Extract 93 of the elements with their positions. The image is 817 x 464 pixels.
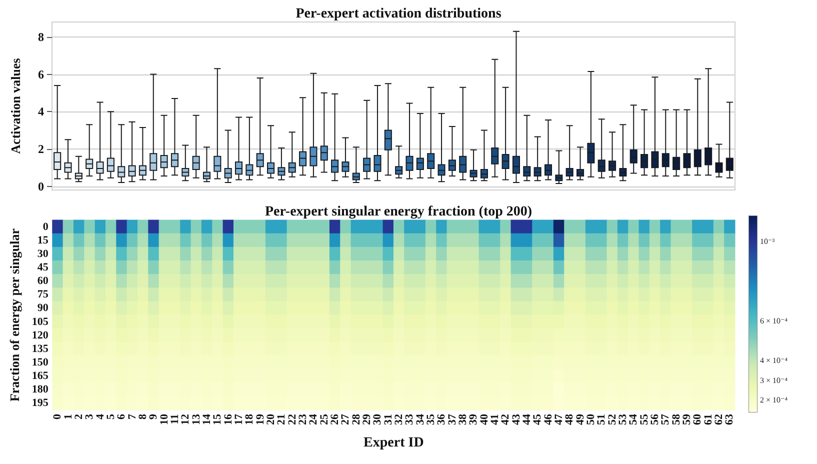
y-tick-label: 180 xyxy=(32,384,49,396)
x-tick-label: 49 xyxy=(574,414,586,425)
color-bar-label: 2 × 10⁻⁴ xyxy=(760,396,788,405)
x-tick-label: 60 xyxy=(692,414,704,425)
x-tick-label: 5 xyxy=(105,414,118,420)
x-tick-label: 26 xyxy=(329,414,342,425)
y-tick-label: 0 xyxy=(42,220,49,233)
x-tick-label: 12 xyxy=(180,414,192,425)
x-tick-label: 22 xyxy=(286,414,298,425)
y-tick-label: 60 xyxy=(37,275,49,288)
color-bar-label: 10⁻³ xyxy=(760,237,776,246)
x-tick-label: 14 xyxy=(201,414,214,425)
x-tick-label: 36 xyxy=(436,414,448,425)
x-tick-label: 50 xyxy=(585,414,598,425)
x-tick-label: 27 xyxy=(340,414,352,425)
x-tick-label: 23 xyxy=(297,414,310,425)
y-tick-label: 4 xyxy=(38,104,44,119)
x-tick-label: 30 xyxy=(372,414,384,425)
y-tick-label: 135 xyxy=(32,342,49,355)
x-tick-label: 9 xyxy=(148,414,160,420)
y-tick-label: 2 xyxy=(38,142,44,156)
y-tick-label: 8 xyxy=(38,30,44,44)
color-bar-label: 6 × 10⁻⁴ xyxy=(760,316,788,326)
x-tick-label: 61 xyxy=(702,414,714,425)
x-tick-label: 56 xyxy=(649,414,662,425)
color-bar-label: 3 × 10⁻⁴ xyxy=(760,376,788,385)
x-tick-label: 46 xyxy=(542,414,554,425)
x-tick-label: 28 xyxy=(350,414,362,425)
y-tick-label: 0 xyxy=(38,179,44,194)
x-tick-label: 21 xyxy=(276,414,288,425)
x-tick-label: 41 xyxy=(489,414,502,425)
y-tick-label: 6 xyxy=(38,67,44,82)
y-tick-label: 15 xyxy=(37,234,49,246)
x-tick-label: 54 xyxy=(628,414,640,425)
y-axis-title: Activation values xyxy=(8,58,23,154)
chart-title: Per-expert activation distributions xyxy=(296,6,502,22)
x-tick-label: 45 xyxy=(532,414,544,425)
x-tick-label: 11 xyxy=(169,414,182,424)
x-tick-label: 42 xyxy=(500,414,512,425)
x-tick-label: 58 xyxy=(670,414,682,425)
x-tick-label: 2 xyxy=(73,414,86,420)
y-tick-label: 75 xyxy=(37,288,49,301)
y-tick-label: 105 xyxy=(32,316,49,328)
y-tick-label: 30 xyxy=(37,248,49,260)
x-tick-label: 8 xyxy=(137,414,150,420)
x-tick-label: 20 xyxy=(265,414,278,425)
x-tick-label: 44 xyxy=(521,414,534,425)
x-tick-label: 34 xyxy=(414,414,426,425)
x-tick-label: 48 xyxy=(564,414,576,425)
x-tick-label: 55 xyxy=(638,414,650,425)
x-tick-label: 6 xyxy=(116,414,128,420)
x-axis-title: Expert ID xyxy=(364,436,424,450)
x-tick-label: 33 xyxy=(404,414,416,425)
x-tick-label: 39 xyxy=(468,414,480,425)
x-tick-label: 63 xyxy=(724,414,736,425)
y-axis-title: Fraction of energy per singular xyxy=(7,228,22,402)
x-tick-label: 35 xyxy=(425,414,438,425)
x-tick-label: 16 xyxy=(222,414,234,425)
x-tick-label: 52 xyxy=(606,414,618,425)
y-tick-label: 120 xyxy=(32,329,49,342)
x-tick-label: 31 xyxy=(382,414,394,425)
y-tick-label: 195 xyxy=(32,397,49,410)
x-tick-label: 19 xyxy=(254,414,266,425)
x-tick-label: 51 xyxy=(596,414,608,425)
chart-title: Per-expert singular energy fraction (top 200) xyxy=(264,204,532,220)
x-tick-label: 0 xyxy=(52,414,64,420)
x-tick-label: 4 xyxy=(94,414,106,420)
x-tick-label: 25 xyxy=(318,414,330,425)
x-tick-label: 38 xyxy=(457,414,470,425)
y-tick-label: 165 xyxy=(32,370,49,382)
x-tick-label: 43 xyxy=(510,414,522,425)
x-tick-label: 1 xyxy=(62,414,74,420)
y-tick-label: 90 xyxy=(37,302,49,314)
y-tick-label: 45 xyxy=(37,262,49,274)
x-tick-label: 62 xyxy=(713,414,725,425)
x-tick-label: 53 xyxy=(617,414,630,425)
x-tick-label: 37 xyxy=(446,414,458,425)
x-tick-label: 10 xyxy=(158,414,170,425)
x-tick-label: 3 xyxy=(84,414,96,420)
x-tick-label: 29 xyxy=(361,414,374,425)
x-tick-label: 24 xyxy=(308,414,320,425)
x-tick-label: 18 xyxy=(244,414,256,425)
x-tick-label: 57 xyxy=(660,414,672,425)
color-bar-label: 4 × 10⁻⁴ xyxy=(760,356,788,366)
x-tick-label: 17 xyxy=(233,414,246,425)
x-tick-label: 47 xyxy=(553,414,566,425)
x-tick-label: 15 xyxy=(212,414,224,425)
x-tick-label: 59 xyxy=(681,414,694,425)
y-tick-label: 150 xyxy=(32,356,49,368)
x-tick-label: 40 xyxy=(478,414,490,425)
x-tick-label: 13 xyxy=(190,414,202,425)
x-tick-label: 32 xyxy=(393,414,406,425)
x-tick-label: 7 xyxy=(126,414,138,420)
